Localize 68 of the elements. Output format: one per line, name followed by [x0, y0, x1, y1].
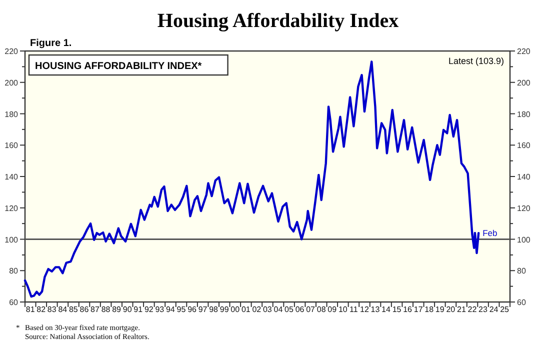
x-tick-label: 89 — [112, 305, 122, 314]
y2-tick-label: 160 — [517, 141, 531, 150]
y-tick-label: 80 — [9, 266, 19, 276]
y-tick-label: 180 — [4, 110, 19, 119]
x-tick-label: 10 — [338, 305, 348, 314]
x-tick-label: 87 — [90, 305, 100, 314]
y2-tick-label: 100 — [517, 235, 531, 244]
x-tick-label: 02 — [252, 305, 262, 314]
y-tick-label: 140 — [4, 172, 19, 182]
y2-tick-label: 220 — [517, 47, 531, 56]
x-tick-label: 00 — [230, 305, 240, 314]
y2-tick-label: 80 — [517, 266, 526, 276]
x-tick-label: 14 — [382, 305, 391, 314]
x-tick-label: 22 — [468, 305, 478, 314]
x-tick-label: 86 — [80, 305, 90, 314]
x-tick-label: 84 — [58, 305, 68, 314]
y-tick-label: 120 — [4, 204, 19, 213]
x-tick-label: 98 — [209, 305, 219, 314]
x-tick-label: 83 — [47, 305, 57, 314]
x-tick-label: 11 — [350, 305, 358, 314]
chart-title: Housing Affordability Index — [157, 10, 399, 32]
y-tick-label: 200 — [4, 78, 19, 88]
x-tick-label: 96 — [188, 305, 198, 314]
x-tick-label: 03 — [262, 305, 272, 314]
x-tick-label: 21 — [457, 305, 466, 314]
x-tick-label: 91 — [134, 305, 144, 314]
x-tick-label: 85 — [69, 305, 78, 314]
y2-tick-label: 140 — [517, 172, 531, 182]
x-tick-label: 09 — [328, 305, 338, 314]
y-tick-label: 220 — [4, 47, 19, 56]
y2-tick-label: 180 — [517, 110, 531, 119]
text: HOUSING AFFORDABILITY INDEX* — [35, 61, 202, 72]
x-tick-label: 20 — [446, 305, 456, 314]
x-tick-label: 90 — [122, 305, 132, 314]
annotation: Latest (103.9) — [448, 56, 504, 66]
x-tick-label: 04 — [274, 305, 284, 314]
y-tick-label: 60 — [9, 298, 19, 307]
x-tick-label: 18 — [424, 305, 434, 314]
x-tick-label: 08 — [316, 305, 326, 314]
x-tick-label: 81 — [26, 305, 36, 314]
y2-tick-label: 120 — [517, 204, 531, 213]
x-tick-label: 01 — [241, 305, 251, 314]
x-tick-label: 95 — [176, 305, 186, 314]
y-tick-label: 160 — [4, 141, 19, 150]
x-tick-label: 25 — [500, 305, 510, 314]
x-tick-label: 07 — [306, 305, 316, 314]
x-tick-label: 19 — [435, 305, 445, 314]
x-tick-label: 17 — [414, 305, 424, 314]
y-tick-label: 100 — [4, 235, 19, 244]
x-tick-label: 05 — [284, 305, 294, 314]
x-tick-label: 99 — [220, 305, 230, 314]
x-tick-label: 88 — [101, 305, 111, 314]
x-tick-label: 16 — [403, 305, 413, 314]
x-tick-label: 97 — [198, 305, 208, 314]
y2-tick-label: 200 — [517, 78, 531, 88]
x-tick-label: 15 — [392, 305, 402, 314]
x-tick-label: 23 — [478, 305, 488, 314]
caption: Figure 1. — [30, 38, 72, 49]
x-tick-label: 82 — [36, 305, 46, 314]
x-tick-label: 13 — [370, 305, 380, 314]
x-tick-label: 06 — [295, 305, 305, 314]
x-tick-label: 93 — [155, 305, 165, 314]
x-tick-label: 94 — [166, 305, 176, 314]
x-tick-label: 12 — [360, 305, 370, 314]
x-tick-label: 92 — [144, 305, 154, 314]
y2-tick-label: 60 — [517, 298, 526, 307]
x-tick-label: 24 — [489, 305, 499, 314]
annotation: Feb — [482, 228, 498, 238]
